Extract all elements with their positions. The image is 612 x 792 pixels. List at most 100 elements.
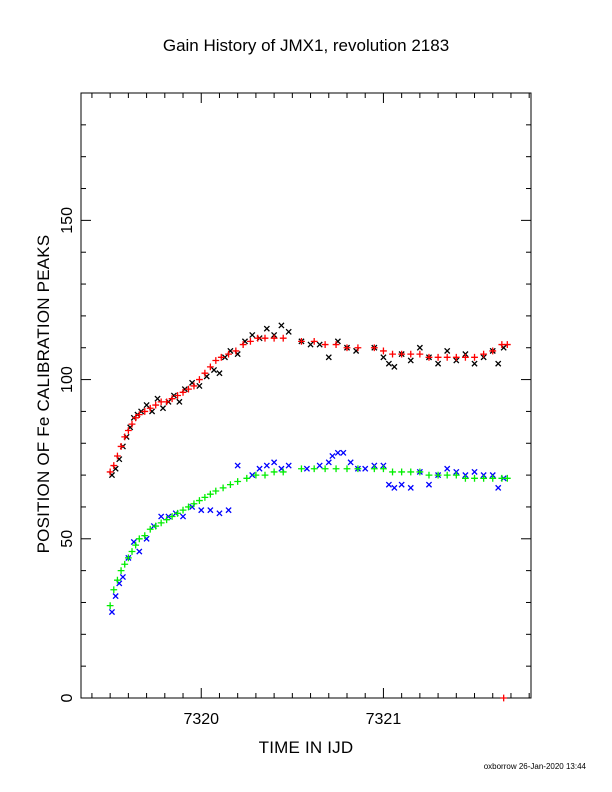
data-point-plus-mark: [443, 353, 451, 361]
y-tick-label: 0: [59, 693, 76, 702]
data-point-plus-mark: [270, 468, 278, 476]
data-point-plus-mark: [226, 481, 234, 489]
data-point-plus-mark: [146, 404, 154, 412]
data-point-x-mark: [112, 593, 119, 600]
data-point-plus-mark: [135, 535, 143, 543]
data-point-x-mark: [325, 459, 332, 466]
data-point-x-mark: [263, 462, 270, 469]
data-point-plus-mark: [462, 353, 469, 361]
data-point-plus-mark: [179, 506, 187, 514]
data-point-x-mark: [471, 360, 478, 367]
data-point-plus-mark: [163, 516, 171, 524]
data-point-plus-mark: [114, 576, 121, 584]
data-point-x-mark: [416, 344, 423, 351]
data-point-plus-mark: [157, 519, 165, 527]
data-point-plus-mark: [443, 471, 451, 479]
data-point-plus-mark: [500, 694, 508, 702]
y-tick-label: 150: [59, 207, 76, 234]
data-point-plus-mark: [201, 493, 209, 501]
data-point-plus-mark: [217, 353, 225, 361]
data-point-plus-mark: [354, 465, 362, 473]
data-point-plus-mark: [398, 350, 406, 358]
data-point-plus-mark: [106, 602, 114, 610]
data-point-x-mark: [385, 481, 392, 488]
data-point-plus-mark: [128, 548, 136, 555]
data-point-x-mark: [340, 449, 347, 456]
data-point-plus-mark: [332, 465, 340, 473]
data-point-x-mark: [471, 468, 478, 475]
data-point-x-mark: [444, 347, 451, 354]
data-point-plus-mark: [117, 567, 125, 575]
data-point-plus-mark: [124, 554, 132, 562]
data-point-plus-mark: [174, 509, 181, 517]
data-point-plus-mark: [321, 341, 329, 348]
chart-title: Gain History of JMX1, revolution 2183: [162, 36, 450, 55]
data-point-plus-mark: [190, 382, 198, 390]
data-point-x-mark: [425, 481, 433, 488]
data-point-x-mark: [385, 360, 392, 367]
data-point-x-mark: [108, 608, 116, 616]
series-0: [108, 322, 507, 479]
data-point-x-mark: [444, 465, 451, 472]
x-tick-label: 7320: [183, 711, 219, 728]
data-point-plus-mark: [425, 471, 433, 479]
data-point-x-mark: [407, 357, 414, 364]
data-point-x-mark: [347, 459, 354, 466]
data-point-plus-mark: [117, 443, 125, 450]
data-point-plus-mark: [206, 490, 214, 498]
data-point-plus-mark: [110, 586, 118, 594]
data-point-x-mark: [435, 360, 442, 367]
y-tick-label: 100: [59, 366, 76, 393]
data-point-x-mark: [329, 452, 336, 460]
x-tick-label: 7321: [366, 711, 402, 728]
data-point-plus-mark: [132, 541, 140, 549]
data-point-plus-mark: [146, 525, 154, 533]
data-point-plus-mark: [407, 350, 415, 358]
data-point-plus-mark: [196, 497, 203, 504]
data-point-x-mark: [307, 341, 314, 348]
data-point-plus-mark: [234, 478, 242, 485]
x-axis-label: TIME IN IJD: [258, 738, 354, 757]
data-point-plus-mark: [298, 465, 305, 473]
data-point-x-mark: [225, 507, 232, 514]
data-point-plus-mark: [310, 337, 318, 345]
data-point-x-mark: [285, 328, 292, 335]
data-point-plus-mark: [279, 468, 287, 476]
data-point-plus-mark: [380, 347, 387, 355]
data-point-plus-mark: [480, 350, 488, 358]
data-point-plus-mark: [190, 500, 198, 508]
data-point-plus-mark: [261, 471, 269, 479]
data-point-x-mark: [207, 507, 214, 514]
data-point-plus-mark: [298, 337, 305, 345]
data-point-plus-mark: [503, 341, 511, 348]
data-point-plus-mark: [212, 487, 220, 495]
data-point-plus-mark: [343, 465, 351, 473]
data-point-plus-mark: [201, 369, 209, 377]
data-point-plus-mark: [425, 353, 433, 361]
data-point-plus-mark: [239, 341, 247, 348]
data-point-plus-mark: [452, 353, 460, 361]
data-point-plus-mark: [232, 347, 240, 355]
data-point-plus-mark: [141, 408, 149, 415]
data-point-x-mark: [143, 401, 150, 409]
data-point-plus-mark: [254, 334, 262, 342]
data-point-plus-mark: [163, 398, 171, 406]
data-point-plus-mark: [310, 465, 318, 473]
data-point-plus-mark: [132, 414, 140, 422]
data-point-plus-mark: [219, 484, 227, 492]
data-point-plus-mark: [389, 468, 396, 476]
data-marks: [106, 322, 511, 702]
series-2: [108, 449, 507, 616]
data-point-plus-mark: [489, 347, 497, 355]
data-point-plus-mark: [135, 411, 143, 419]
data-point-x-mark: [249, 331, 256, 339]
data-point-plus-mark: [416, 468, 424, 476]
data-point-plus-mark: [121, 433, 129, 441]
data-point-plus-mark: [243, 474, 251, 482]
data-point-x-mark: [256, 465, 263, 472]
data-point-plus-mark: [174, 392, 181, 399]
data-point-plus-mark: [462, 474, 469, 482]
data-point-plus-mark: [380, 465, 387, 473]
data-point-x-mark: [285, 462, 292, 469]
